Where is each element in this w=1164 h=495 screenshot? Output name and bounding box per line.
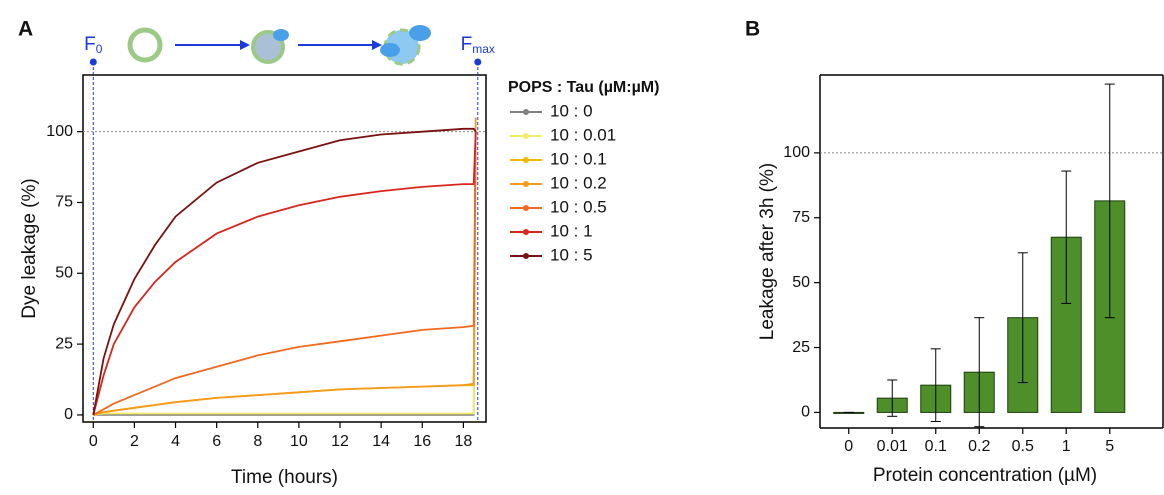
x-tick-label: 18 (454, 433, 472, 450)
legend-label: 10 : 0.01 (550, 125, 616, 144)
series-line (93, 131, 477, 416)
x-tick-label: 2 (130, 433, 139, 450)
legend-swatch (523, 253, 529, 259)
legend-label: 10 : 0.5 (550, 197, 607, 216)
y-tick-label: 0 (801, 404, 810, 421)
marker-dot (89, 58, 97, 66)
legend-swatch (523, 229, 529, 235)
y-tick-label: 75 (792, 209, 810, 226)
legend-swatch (523, 157, 529, 163)
y-tick-label: 50 (792, 274, 810, 291)
y-tick-label: 25 (792, 339, 810, 356)
series-line (93, 131, 477, 416)
x-tick-label: 6 (212, 433, 221, 450)
illustration (127, 25, 431, 66)
x-tick-label: 14 (372, 433, 390, 450)
x-tick-label: 0.01 (877, 438, 908, 455)
legend-label: 10 : 5 (550, 245, 593, 264)
x-tick-label: 0.5 (1012, 438, 1034, 455)
legend-swatch (523, 181, 529, 187)
annotation-text: F (84, 34, 96, 55)
x-tick-label: 1 (1062, 438, 1071, 455)
series-line (92, 131, 477, 416)
series-line (92, 131, 477, 416)
legend-label: 10 : 0.1 (550, 149, 607, 168)
x-tick-label: 0 (844, 438, 853, 455)
annotation-subscript: 0 (96, 42, 103, 56)
x-tick-label: 0.1 (925, 438, 947, 455)
plot-frame (82, 74, 487, 423)
legend-label: 10 : 0 (550, 101, 593, 120)
x-axis-label: Time (hours) (231, 467, 338, 488)
series-line (93, 131, 477, 416)
y-axis-label: Dye leakage (%) (19, 178, 40, 318)
x-tick-label: 0 (89, 433, 98, 450)
legend-swatch (523, 205, 529, 211)
legend-title: POPS : Tau (µM:µM) (508, 79, 659, 96)
legend-swatch (523, 109, 529, 115)
y-tick-label: 75 (55, 194, 73, 211)
y-tick-label: 100 (783, 144, 810, 161)
x-tick-label: 12 (331, 433, 349, 450)
annotation: F0 (84, 34, 103, 56)
y-tick-label: 50 (55, 265, 73, 282)
x-tick-label: 4 (171, 433, 180, 450)
annotation-subscript: max (472, 42, 495, 56)
legend-label: 10 : 1 (550, 221, 593, 240)
x-axis-label: Protein concentration (µM) (873, 465, 1097, 486)
x-tick-label: 10 (290, 433, 308, 450)
annotation: Fmax (461, 34, 495, 56)
y-tick-label: 0 (64, 406, 73, 423)
legend-label: 10 : 0.2 (550, 173, 607, 192)
panel-label: B (745, 18, 760, 41)
y-tick-label: 25 (55, 335, 73, 352)
series-line (92, 127, 477, 416)
y-axis-label: Leakage after 3h (%) (757, 163, 778, 340)
series-line (93, 117, 477, 416)
legend-swatch (523, 133, 529, 139)
panel-label: A (18, 18, 33, 41)
x-tick-label: 8 (253, 433, 262, 450)
x-tick-label: 16 (413, 433, 431, 450)
x-tick-label: 0.2 (968, 438, 990, 455)
x-tick-label: 5 (1105, 438, 1114, 455)
y-tick-label: 100 (46, 123, 73, 140)
marker-dot (474, 58, 482, 66)
annotation-text: F (461, 34, 473, 55)
